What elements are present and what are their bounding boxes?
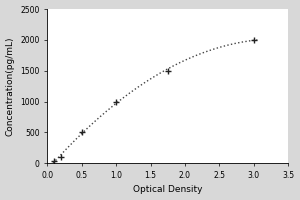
X-axis label: Optical Density: Optical Density [133, 185, 202, 194]
Y-axis label: Concentration(pg/mL): Concentration(pg/mL) [6, 36, 15, 136]
